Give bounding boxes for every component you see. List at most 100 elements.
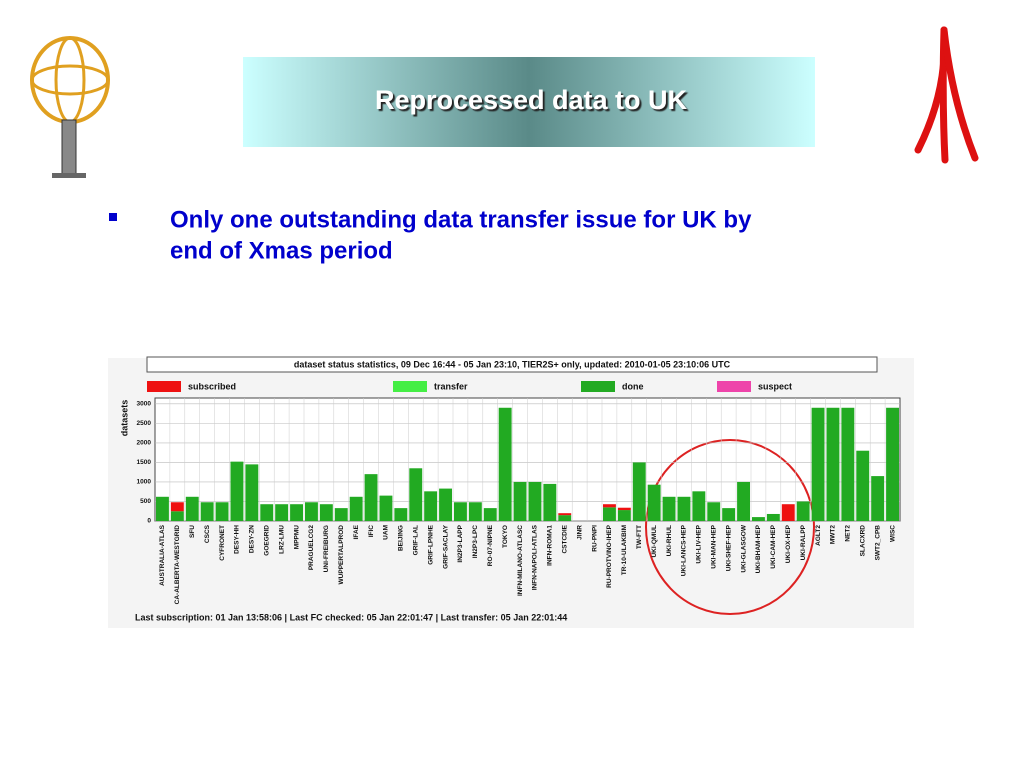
x-tick-label: INFN-ROMA1 <box>547 525 554 566</box>
x-tick-label: AGLT2 <box>815 525 822 546</box>
bar-segment <box>230 461 244 521</box>
x-tick-label: GRIF-LPNHE <box>427 524 434 564</box>
x-tick-label: SLACXRD <box>859 525 866 557</box>
legend-label: subscribed <box>188 381 236 391</box>
bar-segment <box>781 504 795 521</box>
bar-segment <box>871 476 885 521</box>
bar-segment <box>707 502 721 521</box>
bar-segment <box>752 517 765 521</box>
x-tick-label: TR-10-ULAKBIM <box>621 525 628 575</box>
bar-segment <box>439 488 452 521</box>
y-tick-label: 3000 <box>137 401 152 408</box>
y-tick-label: 500 <box>140 498 151 505</box>
legend-label: done <box>622 381 644 391</box>
x-tick-label: MPPMU <box>293 525 300 550</box>
x-tick-label: UKI-QMUL <box>651 525 658 558</box>
bar-segment <box>796 501 810 521</box>
y-tick-label: 2500 <box>137 420 152 427</box>
x-tick-label: PRAGUELCG2 <box>308 525 315 571</box>
x-tick-label: RO-07-NIPNE <box>487 524 494 566</box>
x-tick-label: CSCS <box>204 524 211 543</box>
x-tick-label: SWT2_CPB <box>874 525 881 561</box>
bar-segment <box>766 513 780 521</box>
x-tick-label: UKI-RHUL <box>666 525 673 556</box>
atlas-logo <box>30 36 110 178</box>
bar-segment <box>379 495 393 521</box>
bullet-text: Only one outstanding data transfer issue… <box>170 206 752 233</box>
x-tick-label: WUPPERTALPROD <box>338 525 345 585</box>
x-tick-label: GOEGRID <box>263 525 270 556</box>
bar-segment <box>454 502 467 521</box>
bar-segment <box>170 511 184 521</box>
bar-segment <box>603 504 616 508</box>
bar-segment <box>260 504 274 521</box>
x-tick-label: DESY-ZN <box>249 525 256 553</box>
x-tick-label: BEIJING <box>398 525 405 551</box>
bullet-text: end of Xmas period <box>170 237 393 264</box>
bar-segment <box>409 468 423 521</box>
y-tick-label: 1500 <box>137 459 152 466</box>
x-tick-label: IN2P3-LPC <box>472 525 479 559</box>
legend-swatch <box>393 381 427 392</box>
bar-segment <box>319 504 333 521</box>
y-tick-label: 0 <box>147 518 151 525</box>
x-tick-label: WISC <box>889 525 896 542</box>
bar-segment <box>632 462 646 521</box>
title-box <box>243 57 815 147</box>
x-tick-label: RU-PROTVINO-IHEP <box>606 524 613 588</box>
chart-title: dataset status statistics, 09 Dec 16:44 … <box>294 359 731 369</box>
bar-segment <box>558 513 572 516</box>
bar-segment <box>424 491 438 521</box>
x-tick-label: DESY-HH <box>234 525 241 554</box>
legend-swatch <box>717 381 751 392</box>
x-tick-label: UKI-GLASGOW <box>740 524 747 573</box>
legend-swatch <box>581 381 615 392</box>
bar-segment <box>245 464 259 521</box>
x-tick-label: RU-PNPI <box>591 525 598 552</box>
bar-segment <box>215 502 229 521</box>
x-tick-label: UNI-FREIBURG <box>323 525 330 572</box>
x-tick-label: GRIF-LAL <box>412 525 419 555</box>
bar-segment <box>483 508 497 521</box>
bar-segment <box>737 481 750 521</box>
bar-segment <box>886 407 899 521</box>
x-tick-label: MWT2 <box>830 525 837 545</box>
chart-footer: Last subscription: 01 Jan 13:58:06 | Las… <box>135 612 567 622</box>
bar-segment <box>841 407 855 521</box>
y-tick-label: 2000 <box>137 440 152 447</box>
x-tick-label: UKI-OX-HEP <box>785 524 792 563</box>
red-logo <box>914 26 979 164</box>
x-tick-label: IFAE <box>353 524 360 539</box>
x-tick-label: UKI-BHAM-HEP <box>755 524 762 573</box>
x-tick-label: IFIC <box>368 525 375 538</box>
bar-segment <box>275 504 289 521</box>
bar-segment <box>617 510 631 521</box>
y-axis-label: datasets <box>119 400 129 437</box>
bullet-marker <box>109 213 117 221</box>
bar-segment <box>305 502 318 521</box>
x-tick-label: LRZ-LMU <box>278 525 285 554</box>
x-tick-label: UKI-LIV-HEP <box>696 524 703 563</box>
x-tick-label: UKI-LANCS-HEP <box>681 524 688 576</box>
bar-segment <box>513 481 527 521</box>
x-tick-label: TOKYO <box>502 525 509 548</box>
bar-segment <box>826 407 840 521</box>
bar-segment <box>543 483 557 521</box>
bar-segment <box>394 508 408 521</box>
x-tick-label: NET2 <box>845 525 852 542</box>
bar-segment <box>558 515 572 521</box>
y-tick-label: 1000 <box>137 479 152 486</box>
bar-segment <box>647 484 661 521</box>
bar-segment <box>364 474 378 521</box>
x-tick-label: GRIF-SACLAY <box>442 524 449 568</box>
x-tick-label: UKI-RALPP <box>800 524 807 560</box>
legend-label: transfer <box>434 381 468 391</box>
bar-segment <box>662 496 676 521</box>
bar-segment <box>200 502 214 521</box>
bar-segment <box>528 481 542 521</box>
x-tick-label: CYFRONET <box>219 525 226 561</box>
bar-segment <box>156 496 169 521</box>
x-tick-label: SFU <box>189 525 196 538</box>
bar-segment <box>290 504 303 521</box>
